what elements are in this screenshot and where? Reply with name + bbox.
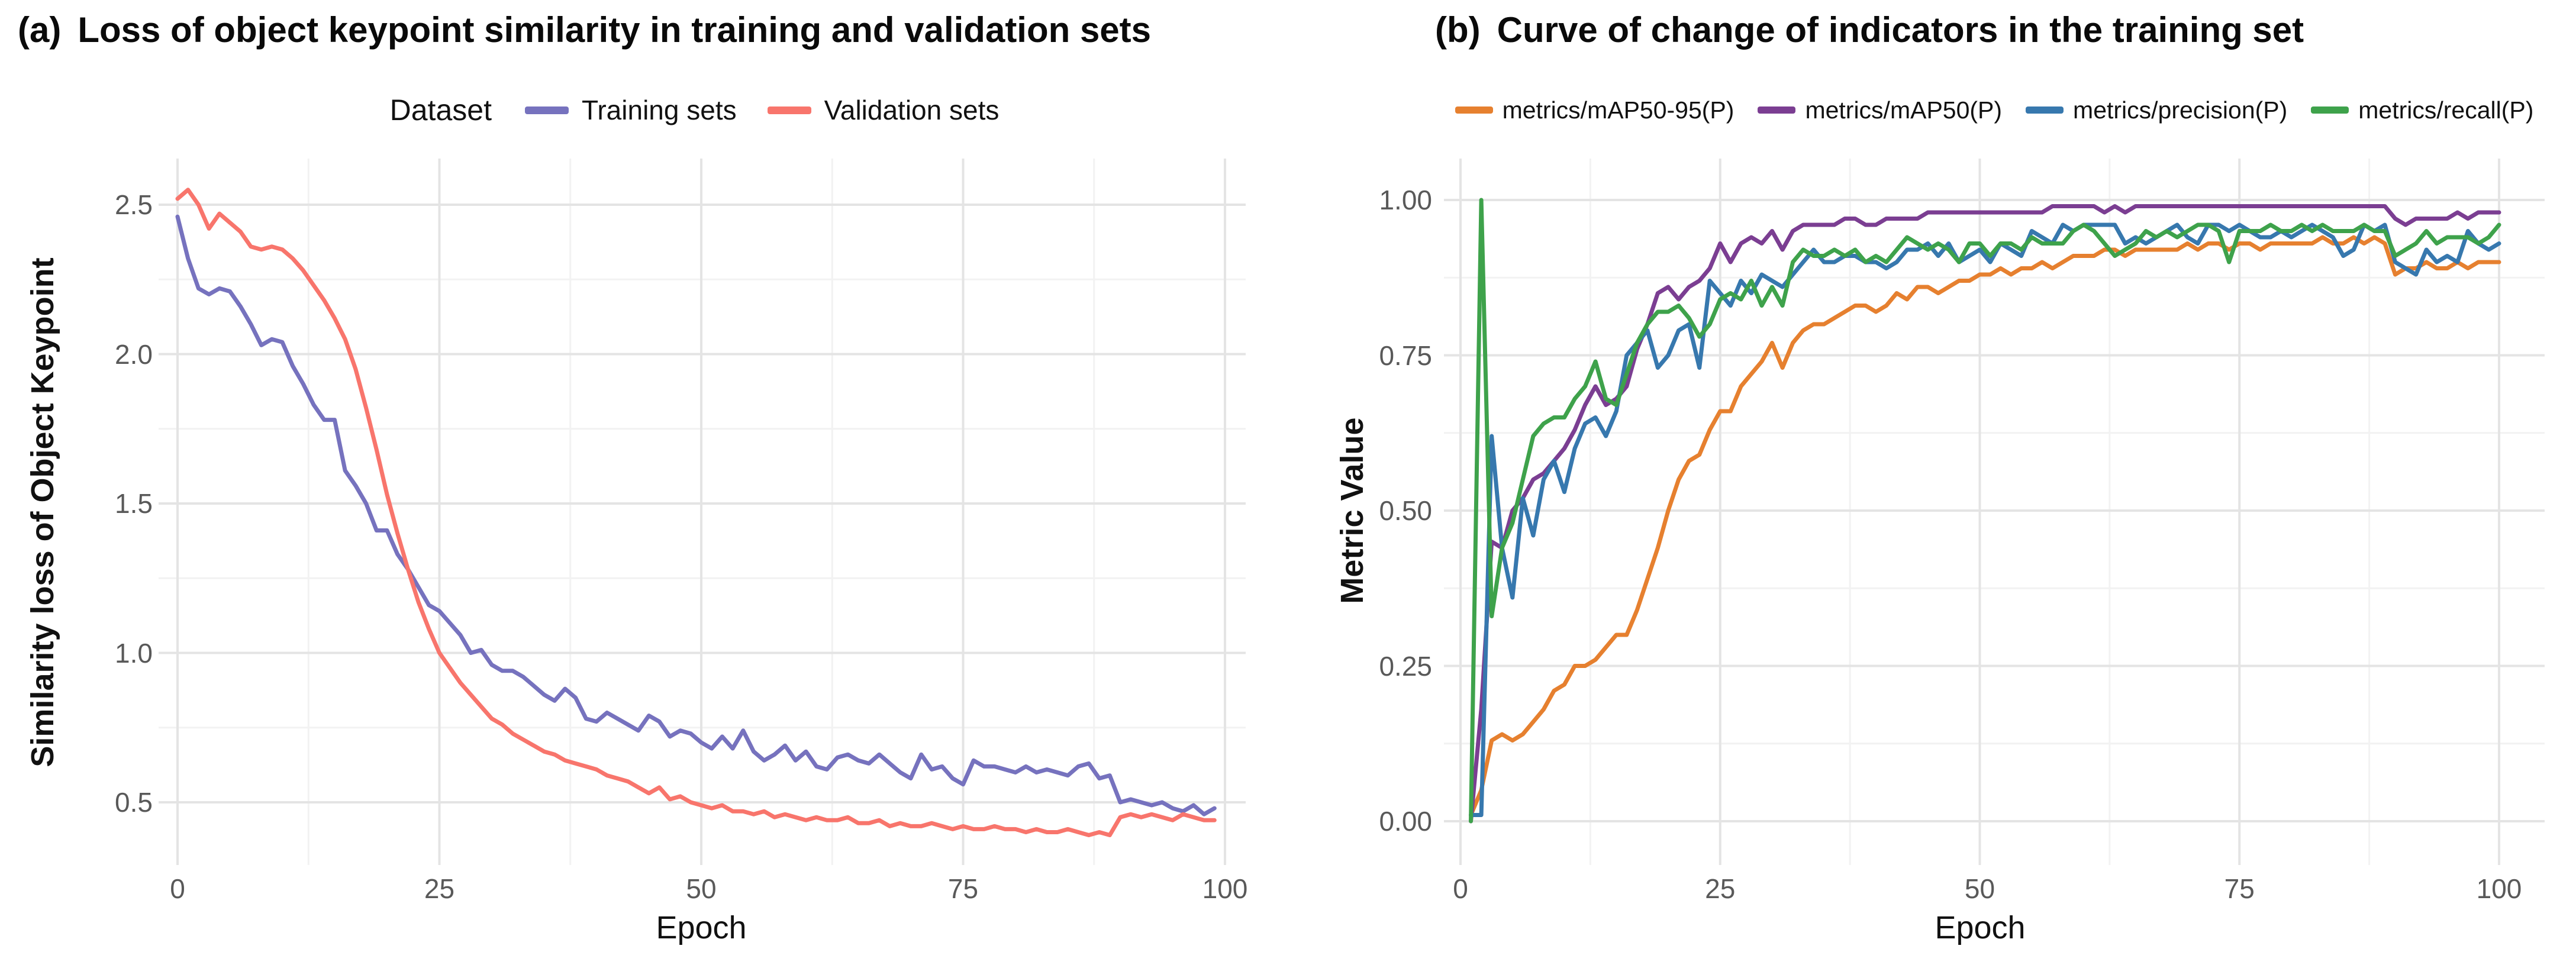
legend-item-map50: metrics/mAP50(P) — [1758, 96, 2002, 124]
x-tick-label: 25 — [1705, 873, 1736, 904]
series-line-training-sets — [175, 214, 1217, 816]
map50-95-line-swatch-icon — [1455, 106, 1493, 114]
y-tick-label: 2.5 — [115, 189, 153, 220]
chart-a-plot-area — [159, 159, 1246, 865]
legend-item-recall: metrics/recall(P) — [2311, 96, 2533, 124]
y-tick-label: 0.00 — [1379, 806, 1432, 837]
legend-label: Training sets — [581, 95, 737, 125]
x-tick-label: 50 — [1964, 873, 1995, 904]
x-tick-label: 25 — [424, 873, 455, 904]
legend-item-precision: metrics/precision(P) — [2026, 96, 2287, 124]
series-line-metrics-map50-95-p- — [1469, 235, 2501, 817]
validation-sets-line-swatch-icon — [767, 106, 811, 114]
chart-b-plot-area — [1444, 159, 2545, 865]
y-tick-label: 0.5 — [115, 787, 153, 818]
legend-label: metrics/mAP50(P) — [1805, 96, 2003, 124]
legend-a: Dataset Training sets Validation sets — [159, 91, 1246, 129]
series-line-metrics-precision-p- — [1469, 222, 2501, 817]
legend-b: metrics/mAP50-95(P) metrics/mAP50(P) met… — [1426, 91, 2562, 129]
legend-item-map50-95: metrics/mAP50-95(P) — [1455, 96, 1734, 124]
legend-label: metrics/precision(P) — [2073, 96, 2288, 124]
legend-label: Validation sets — [824, 95, 1000, 125]
training-sets-line-swatch-icon — [524, 106, 569, 114]
chart-a-x-axis-title: Epoch — [656, 910, 747, 945]
x-tick-label: 0 — [1453, 873, 1468, 904]
legend-label: metrics/recall(P) — [2358, 96, 2534, 124]
series-line-metrics-recall-p- — [1469, 198, 2501, 824]
x-tick-label: 75 — [947, 873, 979, 904]
legend-label: metrics/mAP50-95(P) — [1502, 96, 1734, 124]
precision-line-swatch-icon — [2026, 106, 2064, 114]
x-tick-label: 50 — [686, 873, 717, 904]
legend-a-title: Dataset — [389, 93, 492, 127]
panel-b-label: (b) — [1435, 10, 1481, 50]
legend-item-validation-sets: Validation sets — [767, 94, 1000, 126]
y-tick-label: 0.75 — [1379, 340, 1432, 371]
chart-b-x-axis-title: Epoch — [1935, 910, 2026, 945]
x-tick-label: 100 — [2476, 873, 2522, 904]
chart-a-title-text: Loss of object keypoint similarity in tr… — [78, 10, 1152, 50]
x-tick-label: 100 — [1202, 873, 1248, 904]
chart-b-y-axis-title: Metric Value — [1334, 417, 1370, 604]
panel-a-label: (a) — [18, 10, 62, 50]
y-tick-label: 0.25 — [1379, 650, 1432, 682]
x-tick-label: 0 — [170, 873, 185, 904]
legend-item-training-sets: Training sets — [524, 94, 737, 126]
series-line-metrics-map50-p- — [1469, 204, 2501, 824]
x-tick-label: 75 — [2224, 873, 2255, 904]
chart-b-title: (b) Curve of change of indicators in the … — [1435, 9, 2304, 50]
map50-line-swatch-icon — [1758, 106, 1796, 114]
series-line-validation-sets — [175, 188, 1217, 837]
chart-b-title-text: Curve of change of indicators in the tra… — [1497, 10, 2304, 50]
chart-a-y-axis-title: Similarity loss of Object Keypoint — [25, 257, 60, 767]
recall-line-swatch-icon — [2311, 106, 2349, 114]
chart-a-title: (a) Loss of object keypoint similarity in… — [18, 9, 1151, 50]
y-tick-label: 1.00 — [1379, 185, 1432, 215]
